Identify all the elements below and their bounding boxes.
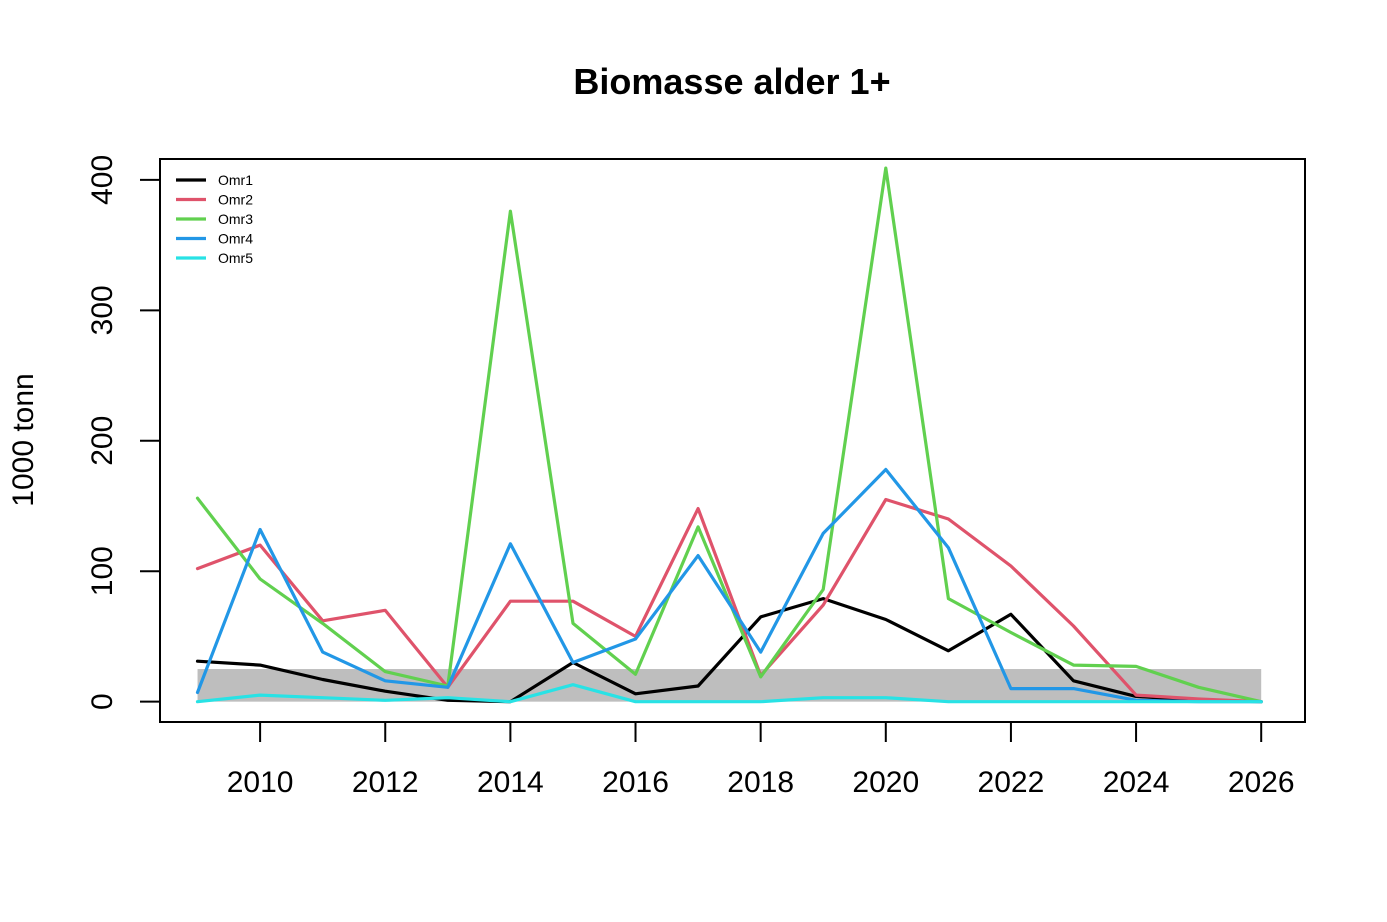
x-tick-label: 2016	[602, 766, 669, 799]
legend-label: Omr1	[218, 172, 253, 188]
y-axis: 0 100 200 300 400	[86, 155, 161, 710]
series-line-omr1	[195, 596, 1263, 704]
x-tick-label: 2010	[227, 766, 294, 799]
y-tick-label: 300	[86, 285, 119, 335]
x-tick-label: 2014	[477, 766, 544, 799]
legend-label: Omr5	[218, 250, 253, 266]
x-axis: 2010 2012 2014 2016 2018 2020 2022 2024 2026	[227, 721, 1295, 799]
legend-item-omr3: Omr3	[176, 211, 253, 227]
y-tick-label: 100	[86, 546, 119, 596]
x-tick-label: 2018	[727, 766, 794, 799]
legend-item-omr5: Omr5	[176, 250, 253, 266]
x-tick-label: 2012	[352, 766, 419, 799]
legend-item-omr1: Omr1	[176, 172, 253, 188]
legend-label: Omr2	[218, 192, 253, 208]
series-line-omr4	[195, 467, 1263, 704]
legend-item-omr2: Omr2	[176, 192, 253, 208]
legend-label: Omr4	[218, 231, 253, 247]
legend: Omr1 Omr2 Omr3 Omr4 Omr5	[176, 172, 253, 266]
series-line-omr2	[195, 497, 1263, 704]
x-tick-label: 2026	[1228, 766, 1295, 799]
x-tick-label: 2024	[1103, 766, 1170, 799]
y-tick-label: 0	[86, 693, 119, 710]
y-tick-label: 200	[86, 416, 119, 466]
legend-item-omr4: Omr4	[176, 231, 253, 247]
y-axis-label: 1000 tonn	[7, 373, 40, 506]
y-tick-label: 400	[86, 155, 119, 205]
x-tick-label: 2020	[852, 766, 919, 799]
x-tick-label: 2022	[978, 766, 1045, 799]
series-line-omr3	[195, 166, 1263, 704]
series-lines	[195, 166, 1263, 704]
chart-title: Biomasse alder 1+	[573, 61, 890, 102]
plot-frame	[159, 158, 1306, 723]
legend-label: Omr3	[218, 211, 253, 227]
series-line-omr5	[195, 683, 1263, 704]
